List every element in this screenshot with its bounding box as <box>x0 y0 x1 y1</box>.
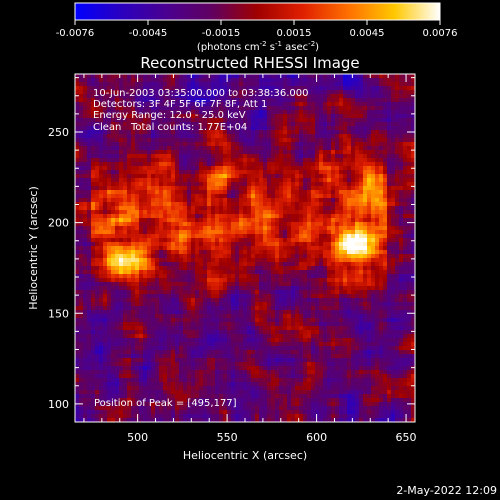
footer-timestamp: 2-May-2022 12:09 <box>396 484 497 497</box>
colorbar-tick-label: 0.0015 <box>277 28 312 39</box>
y-axis-label: Heliocentric Y (arcsec) <box>27 186 40 310</box>
chart-title: Reconstructed RHESSI Image <box>140 54 359 72</box>
colorbar-tick-label: 0.0076 <box>423 28 458 39</box>
colorbar-ticks: -0.0076 -0.0045 -0.0015 0.0015 0.0045 0.0076 <box>56 20 458 39</box>
energy-range-text: Energy Range: 12.0 - 25.0 keV <box>93 110 246 121</box>
total-counts-text: Total counts: 1.77E+04 <box>130 122 247 133</box>
y-tick-label: 100 <box>48 398 69 411</box>
colorbar-gradient <box>74 2 441 21</box>
time-range-text: 10-Jun-2003 03:35:00.000 to 03:38:36.000 <box>93 88 309 99</box>
y-tick-label: 250 <box>48 126 69 139</box>
x-axis-label: Heliocentric X (arcsec) <box>183 449 307 462</box>
detectors-text: Detectors: 3F 4F 5F 6F 7F 8F, Att 1 <box>93 99 267 110</box>
y-axis: 100 150 200 250 <box>48 77 415 411</box>
x-tick-label: 600 <box>306 431 327 444</box>
y-tick-label: 200 <box>48 217 69 230</box>
y-tick-label: 150 <box>48 307 69 320</box>
colorbar-tick-label: -0.0045 <box>129 28 168 39</box>
method-text: Clean <box>93 122 121 133</box>
x-axis: 500 550 600 650 <box>83 74 417 444</box>
x-tick-label: 550 <box>217 431 238 444</box>
colorbar-tick-label: -0.0015 <box>202 28 241 39</box>
heatmap-image <box>75 74 415 422</box>
x-tick-label: 650 <box>396 431 417 444</box>
colorbar-tick-label: 0.0045 <box>350 28 385 39</box>
colorbar: -0.0076 -0.0045 -0.0015 0.0015 0.0045 0.0076 … <box>56 2 458 53</box>
colorbar-unit: (photons cm-2 s-1 asec-2) <box>197 40 319 53</box>
peak-position-text: Position of Peak = [495,177] <box>94 398 237 409</box>
colorbar-tick-label: -0.0076 <box>56 28 95 39</box>
x-tick-label: 500 <box>127 431 148 444</box>
